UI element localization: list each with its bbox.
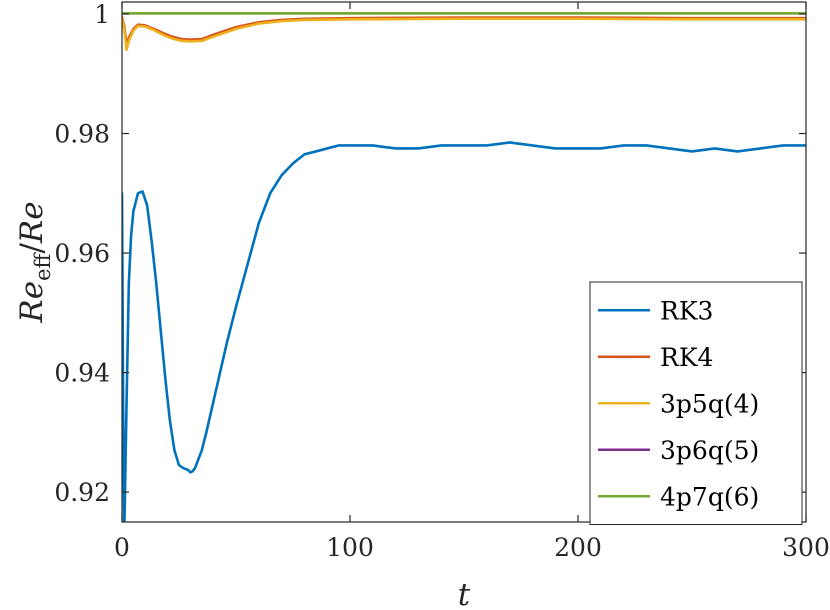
y-tick-label: 0.96 [54,239,110,268]
y-axis-label-denominator: /Re [14,201,50,253]
x-axis-label: t [458,577,471,610]
legend-entry: 3p5q(4) [660,389,759,418]
y-axis-label-sub: eff [31,251,55,280]
legend-entry: 3p6q(5) [660,436,759,465]
y-axis-label-denominator-base: Re [14,201,50,244]
series-line-rk3 [122,141,806,522]
series-line-3p5q-4 [122,16,806,52]
y-tick-label: 0.94 [54,359,110,388]
x-tick-label: 200 [554,533,602,562]
y-axis-label: Reeff/Re [14,201,55,323]
x-tick-label: 300 [782,533,830,562]
y-tick-label: 1 [94,0,110,29]
y-axis-label-base: Re [14,281,50,324]
y-axis-label-slash: / [14,243,50,254]
legend-entry: 4p7q(6) [660,482,759,511]
x-tick-label: 0 [114,533,130,562]
y-tick-label: 0.98 [54,119,110,148]
x-tick-label: 100 [326,533,374,562]
plot-frame [121,1,807,523]
legend-entry: RK4 [660,343,713,372]
y-tick-label: 0.92 [54,478,110,507]
ticks-layer: 0 100 200 300 0.92 0.94 0.96 0.98 1 [54,0,830,562]
legend: RK3 RK4 3p5q(4) 3p6q(5) 4p7q(6) [589,281,803,525]
legend-entry: RK3 [660,296,713,325]
